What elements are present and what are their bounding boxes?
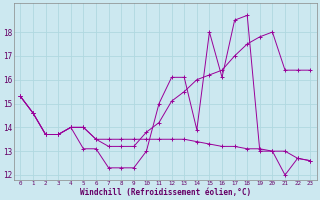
X-axis label: Windchill (Refroidissement éolien,°C): Windchill (Refroidissement éolien,°C) bbox=[80, 188, 251, 197]
